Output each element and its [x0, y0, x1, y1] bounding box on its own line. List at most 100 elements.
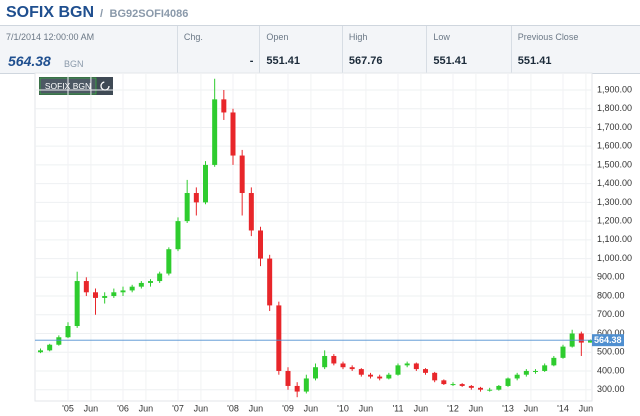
- y-tick-label: 1,300.00: [597, 197, 632, 207]
- candle-body: [157, 273, 163, 282]
- candle-body: [74, 281, 80, 327]
- candle-body: [65, 326, 71, 338]
- candle-body: [423, 369, 428, 373]
- candle-body: [56, 337, 62, 345]
- x-tick-label: Jun: [579, 403, 594, 413]
- candle-body: [166, 249, 172, 274]
- field: Chg. -: [178, 26, 261, 73]
- x-tick-label: Jun: [84, 403, 99, 413]
- x-tick-label: '09: [282, 403, 294, 413]
- last-value-tag: [592, 334, 624, 347]
- code: BG92SOFI4086: [109, 8, 189, 20]
- candle-body: [358, 369, 364, 375]
- y-tick-label: 500.00: [597, 347, 625, 357]
- y-tick-label: 1,400.00: [597, 178, 632, 188]
- candle-body: [395, 365, 401, 375]
- candle-body: [441, 380, 447, 385]
- candle-body: [551, 357, 557, 366]
- currency: BGN: [64, 59, 84, 69]
- candle-body: [368, 374, 373, 377]
- y-tick-label: 900.00: [597, 272, 625, 282]
- candle-body: [102, 296, 108, 298]
- field: Open 551.41: [260, 26, 343, 73]
- field-value: -: [249, 55, 254, 67]
- candle-body: [487, 389, 493, 391]
- field: High 567.76: [343, 26, 428, 73]
- candle-body: [267, 258, 273, 306]
- candle-body: [505, 378, 511, 386]
- field-label: Open: [266, 32, 289, 42]
- candle-body: [230, 112, 236, 156]
- x-tick-label: Jun: [249, 403, 264, 413]
- x-tick-label: Jun: [414, 403, 429, 413]
- candle-body: [111, 292, 117, 297]
- candle-body: [120, 290, 126, 293]
- separator: /: [100, 8, 104, 20]
- candle-body: [212, 99, 218, 165]
- field-value: 567.76: [348, 55, 383, 67]
- candle-body: [533, 370, 538, 372]
- candle-body: [468, 385, 474, 388]
- field: Previous Close 551.41: [512, 26, 640, 73]
- y-tick-label: 1,000.00: [597, 253, 632, 263]
- header: SOFIX BGN / BG92SOFI4086: [6, 4, 188, 24]
- y-tick-label: 1,600.00: [597, 141, 632, 151]
- y-tick-label: 1,900.00: [597, 84, 632, 94]
- x-tick-label: '07: [172, 403, 184, 413]
- candle-body: [38, 350, 43, 353]
- x-tick-label: '12: [447, 403, 459, 413]
- candle-body: [450, 384, 456, 386]
- y-tick-label: 1,700.00: [597, 122, 632, 132]
- chart: SOFIX BGN 300.00400.00500.00600.00700.00…: [34, 72, 632, 413]
- candle-body: [340, 363, 346, 368]
- candle-body: [578, 333, 584, 343]
- candle-body: [285, 370, 291, 386]
- candle-body: [331, 355, 337, 364]
- x-tick-label: Jun: [139, 403, 154, 413]
- field-value: 551.41: [517, 55, 552, 67]
- candle-body: [588, 340, 593, 343]
- candle-body: [404, 363, 410, 366]
- x-tick-label: Jun: [304, 403, 319, 413]
- x-tick-label: '14: [557, 403, 569, 413]
- x-tick-label: '10: [337, 403, 349, 413]
- candle-body: [294, 385, 300, 392]
- field-label: High: [348, 32, 368, 42]
- candle-body: [184, 193, 190, 222]
- x-tick-label: '05: [62, 403, 74, 413]
- quote-bar: 7/1/2014 12:00:00 AM 564.38 BGN Chg. - Op…: [0, 25, 640, 74]
- x-tick-label: '06: [117, 403, 129, 413]
- candle-body: [221, 99, 227, 113]
- y-tick-label: 1,200.00: [597, 215, 632, 225]
- field-label: Previous Close: [517, 32, 579, 42]
- candle-body: [386, 374, 392, 379]
- candle-body: [138, 282, 144, 287]
- last-value-label: 564.38: [594, 335, 622, 345]
- candle-body: [349, 367, 355, 370]
- candle-body: [83, 281, 89, 293]
- candle-body: [258, 230, 263, 259]
- y-tick-label: 300.00: [597, 384, 625, 394]
- title: SOFIX BGN: [6, 4, 95, 21]
- y-tick-label: 1,500.00: [597, 159, 632, 169]
- candle-body: [93, 292, 98, 298]
- x-tick-label: Jun: [194, 403, 209, 413]
- field-value: 551.41: [266, 55, 301, 67]
- x-tick-label: '08: [227, 403, 239, 413]
- candle-body: [542, 365, 548, 371]
- field-label: Chg.: [183, 32, 203, 42]
- x-tick-label: Jun: [359, 403, 374, 413]
- candle-body: [175, 221, 181, 250]
- candle-body: [413, 363, 419, 370]
- candle-body: [248, 193, 254, 231]
- candle-body: [129, 286, 135, 291]
- y-tick-label: 700.00: [597, 309, 625, 319]
- candle-body: [496, 385, 502, 390]
- candle-body: [313, 367, 318, 379]
- field-label: Low: [433, 32, 450, 42]
- y-tick-label: 1,100.00: [597, 234, 632, 244]
- candle-body: [303, 378, 309, 392]
- candle-body: [148, 281, 153, 283]
- candle-body: [193, 193, 199, 203]
